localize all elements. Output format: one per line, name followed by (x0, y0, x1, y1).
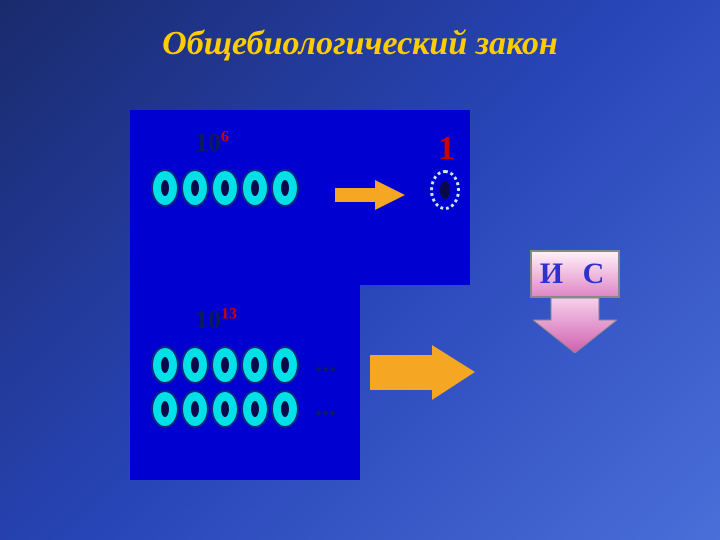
diagram-container: 106 1 1013 ... ... (130, 110, 470, 480)
cell (241, 390, 269, 428)
cell (151, 169, 179, 207)
lower-cells-row-2 (150, 389, 300, 434)
cell (211, 390, 239, 428)
cell (271, 390, 299, 428)
cell (151, 390, 179, 428)
cell (181, 390, 209, 428)
upper-panel: 106 1 (130, 110, 470, 285)
upper-cells-row (150, 168, 300, 213)
lower-panel: 1013 ... ... (130, 285, 360, 480)
cell (271, 169, 299, 207)
cell (241, 346, 269, 384)
cell (241, 169, 269, 207)
one-label-text: 1 (438, 130, 455, 167)
big-arrow-right-icon (370, 345, 475, 400)
cell (211, 346, 239, 384)
ellipsis-2: ... (315, 391, 336, 423)
arrow-right-icon (335, 180, 405, 210)
cell (151, 346, 179, 384)
cell (181, 346, 209, 384)
title-text: Общебиологический закон (162, 25, 558, 62)
lower-arrow (370, 345, 475, 400)
upper-base: 10 (195, 128, 221, 157)
cell (211, 169, 239, 207)
upper-power-label: 106 (195, 128, 229, 158)
ic-box: И С (530, 250, 620, 298)
arrow-down-icon (533, 298, 617, 353)
down-arrow (533, 298, 617, 353)
upper-exp: 6 (221, 128, 229, 145)
ellipsis-1: ... (315, 347, 336, 379)
one-label: 1 (438, 130, 455, 168)
cell (271, 346, 299, 384)
upper-arrow (335, 180, 405, 210)
single-target-cell (430, 170, 460, 210)
cell (181, 169, 209, 207)
lower-exp: 13 (221, 305, 237, 322)
ic-text: И С (540, 257, 611, 291)
lower-cells-row-1 (150, 345, 300, 390)
lower-base: 10 (195, 305, 221, 334)
slide-title: Общебиологический закон (0, 25, 720, 63)
lower-power-label: 1013 (195, 305, 237, 335)
